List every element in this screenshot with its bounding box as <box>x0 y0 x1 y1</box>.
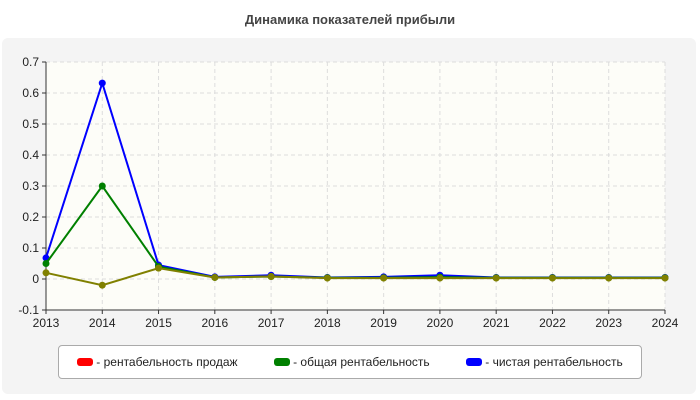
data-point <box>98 79 106 87</box>
data-point <box>436 274 444 282</box>
series-line <box>45 267 665 287</box>
y-tick-label: 0.4 <box>22 148 39 162</box>
data-point <box>323 274 331 282</box>
legend-swatch <box>77 358 94 366</box>
data-point <box>42 260 50 267</box>
legend-swatch <box>274 358 291 366</box>
y-tick-label: -0.1 <box>18 303 39 317</box>
legend: - рентабельность продаж - общая рентабел… <box>58 345 642 379</box>
x-tick-label: 2024 <box>652 316 679 330</box>
x-tick-label: 2017 <box>258 316 285 330</box>
data-point <box>492 274 500 282</box>
y-tick-label: 0.3 <box>22 179 39 193</box>
data-point <box>211 273 219 281</box>
data-point <box>605 274 613 282</box>
x-tick-label: 2019 <box>370 316 397 330</box>
legend-item-total: - общая рентабельность <box>274 355 430 369</box>
legend-item-sales: - рентабельность продаж <box>77 355 238 369</box>
x-tick-label: 2016 <box>201 316 228 330</box>
data-point <box>267 273 275 281</box>
y-tick-label: 0.2 <box>22 210 39 224</box>
legend-label: - общая рентабельность <box>293 355 430 369</box>
y-tick-label: 0 <box>32 272 39 286</box>
x-tick-label: 2022 <box>539 316 566 330</box>
x-tick-label: 2021 <box>483 316 510 330</box>
legend-label: - чистая рентабельность <box>485 355 623 369</box>
y-tick-label: 0.6 <box>22 86 39 100</box>
data-point <box>98 281 106 289</box>
y-tick-label: 0.1 <box>22 241 39 255</box>
x-tick-label: 2020 <box>427 316 454 330</box>
data-point <box>155 264 163 272</box>
data-point <box>548 274 556 282</box>
x-tick-label: 2015 <box>145 316 172 330</box>
y-tick-label: 0.5 <box>22 117 39 131</box>
legend-item-net: - чистая рентабельность <box>466 355 623 369</box>
y-tick-label: 0.7 <box>22 55 39 69</box>
data-point <box>98 182 106 190</box>
legend-swatch <box>466 358 483 366</box>
data-point <box>661 274 669 282</box>
x-tick-label: 2018 <box>314 316 341 330</box>
x-tick-label: 2013 <box>33 316 60 330</box>
chart-title: Динамика показателей прибыли <box>244 12 456 27</box>
data-point <box>380 274 388 282</box>
x-tick-label: 2014 <box>89 316 116 330</box>
data-point <box>42 269 50 277</box>
legend-label: - рентабельность продаж <box>96 355 238 369</box>
x-tick-label: 2023 <box>595 316 622 330</box>
